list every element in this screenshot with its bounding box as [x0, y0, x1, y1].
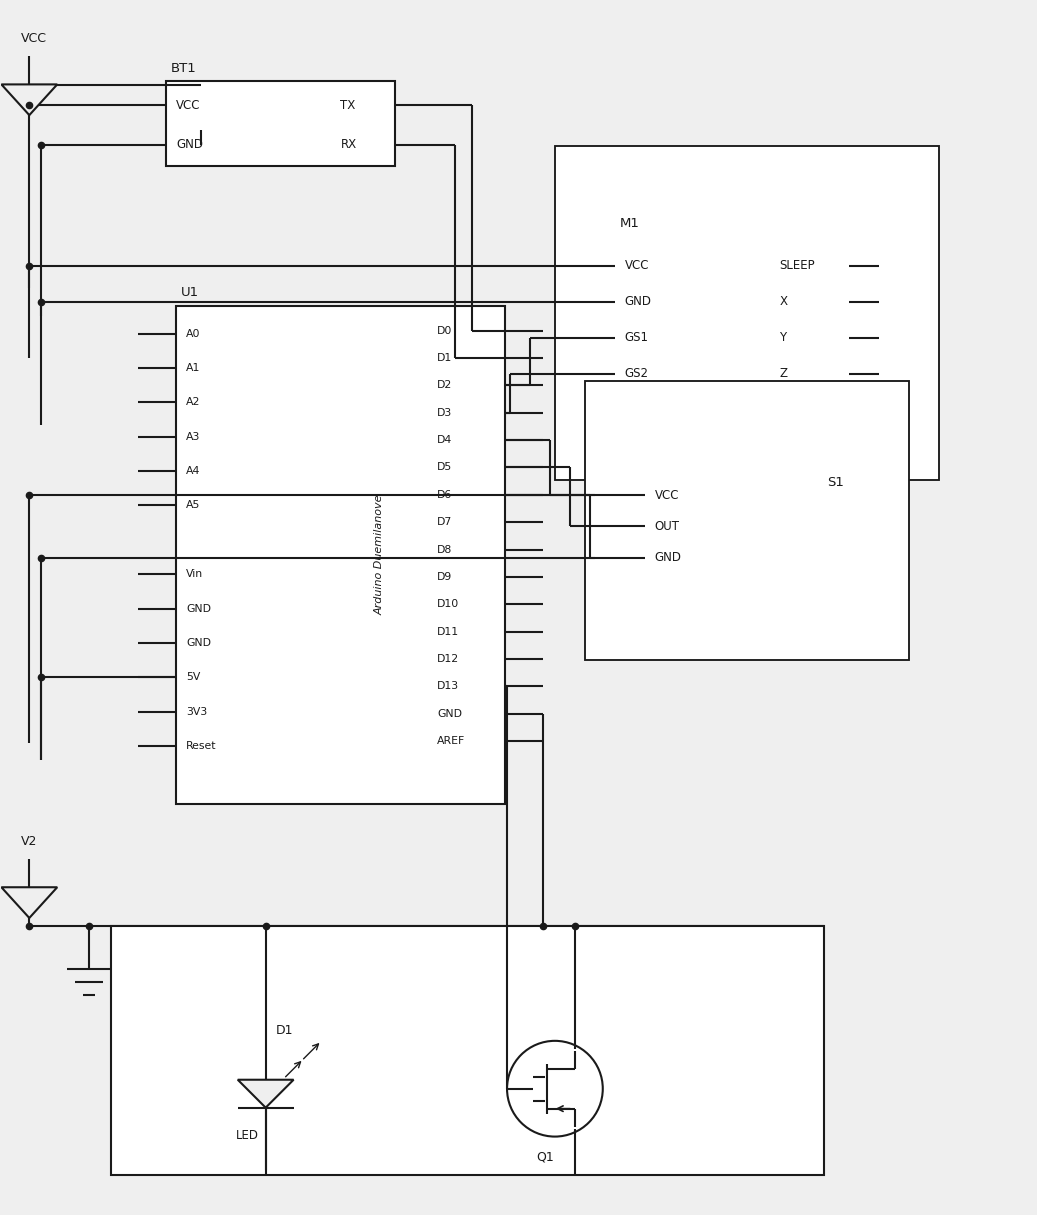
Bar	[615, 236, 849, 390]
Text: D1: D1	[438, 354, 452, 363]
Text: D5: D5	[438, 463, 452, 473]
Bar	[176, 306, 505, 804]
Bar	[595, 207, 879, 420]
Text: D6: D6	[438, 490, 452, 499]
Text: VCC: VCC	[654, 488, 679, 502]
Text: D3: D3	[438, 408, 452, 418]
Text: Reset: Reset	[186, 741, 217, 751]
Text: Z: Z	[779, 367, 787, 380]
Text: S1: S1	[828, 476, 844, 488]
Bar	[111, 926, 824, 1175]
Text: GND: GND	[176, 139, 203, 152]
Text: D9: D9	[438, 572, 452, 582]
Text: A0: A0	[186, 329, 200, 339]
Text: X: X	[779, 295, 787, 309]
Text: VCC: VCC	[176, 98, 200, 112]
Bar	[166, 81, 395, 166]
Text: RX: RX	[340, 139, 357, 152]
Text: D12: D12	[438, 654, 459, 663]
Bar	[645, 470, 819, 570]
Text: Y: Y	[779, 332, 786, 344]
Text: AREF: AREF	[438, 736, 466, 746]
Text: M1: M1	[620, 216, 640, 230]
Text: D13: D13	[438, 682, 459, 691]
Text: V2: V2	[22, 835, 37, 848]
Text: D0: D0	[438, 326, 452, 335]
Text: D8: D8	[438, 544, 452, 554]
Bar	[585, 380, 909, 660]
Text: TX: TX	[340, 98, 356, 112]
Circle shape	[507, 1041, 602, 1136]
Text: VCC: VCC	[22, 32, 48, 45]
Text: GND: GND	[186, 638, 211, 648]
Text: D4: D4	[438, 435, 452, 445]
Bar	[555, 146, 938, 480]
Text: 3V3: 3V3	[186, 707, 207, 717]
Text: GS2: GS2	[624, 367, 649, 380]
Text: GND: GND	[186, 604, 211, 614]
Text: BT1: BT1	[171, 62, 197, 75]
Text: U1: U1	[180, 287, 199, 299]
Text: A2: A2	[186, 397, 200, 407]
Text: SLEEP: SLEEP	[779, 260, 815, 272]
Text: D10: D10	[438, 599, 459, 609]
Text: GND: GND	[654, 552, 681, 564]
Text: GS1: GS1	[624, 332, 649, 344]
Text: D11: D11	[438, 627, 459, 637]
Bar	[624, 441, 849, 600]
Text: Q1: Q1	[536, 1151, 554, 1163]
Bar	[574, 176, 909, 451]
Polygon shape	[237, 1080, 293, 1108]
Text: GND: GND	[438, 708, 463, 718]
Polygon shape	[1, 84, 57, 115]
Text: LED: LED	[236, 1129, 259, 1142]
Text: D2: D2	[438, 380, 452, 390]
Text: A5: A5	[186, 501, 200, 510]
Text: D1: D1	[276, 1024, 293, 1038]
Text: GND: GND	[624, 295, 651, 309]
Bar	[605, 411, 879, 629]
Text: VCC: VCC	[624, 260, 649, 272]
Text: D7: D7	[438, 518, 452, 527]
Text: Vin: Vin	[186, 569, 203, 580]
Polygon shape	[1, 887, 57, 919]
Text: 5V: 5V	[186, 672, 200, 683]
Text: A3: A3	[186, 431, 200, 442]
Text: A1: A1	[186, 363, 200, 373]
Text: OUT: OUT	[654, 520, 679, 533]
Text: Arduino Duemilanove: Arduino Duemilanove	[375, 495, 385, 615]
Text: A4: A4	[186, 467, 200, 476]
